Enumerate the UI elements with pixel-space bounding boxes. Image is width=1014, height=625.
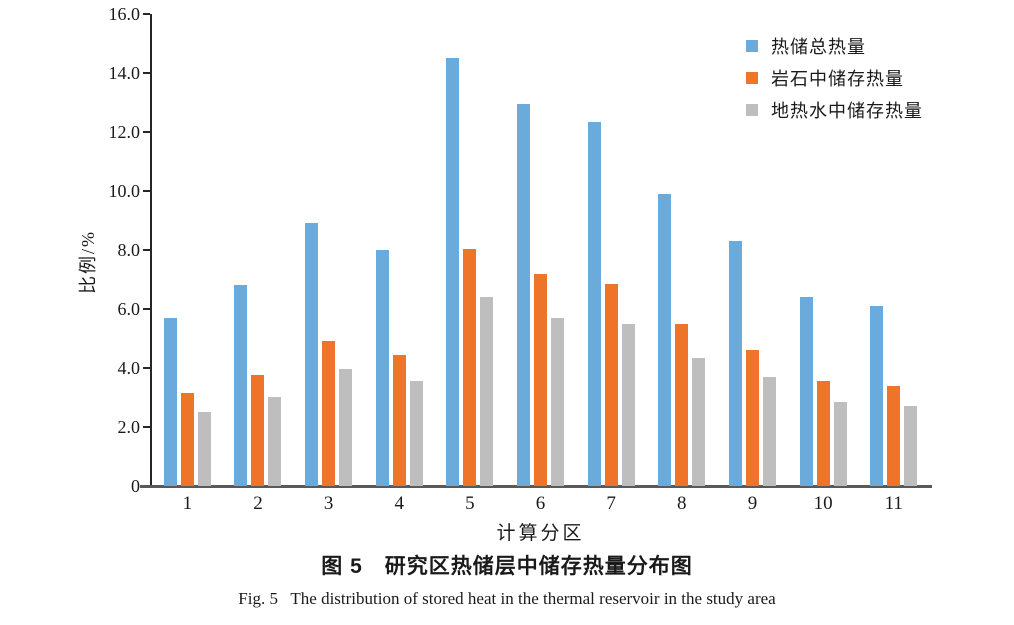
- bar-series-3-zone-5: [480, 297, 494, 486]
- bar-series-3-zone-8: [692, 358, 706, 486]
- y-tick-mark: [143, 308, 150, 310]
- y-tick-mark: [143, 249, 150, 251]
- bar-series-3-zone-2: [268, 397, 282, 486]
- bar-group-zone-3: [293, 223, 364, 486]
- bar-series-2-zone-8: [675, 324, 689, 486]
- bar-series-1-zone-9: [728, 241, 742, 486]
- bar-series-1-zone-10: [799, 297, 813, 486]
- figure-caption-chinese: 图 5 研究区热储层中储存热量分布图: [321, 555, 693, 578]
- bar-group-zone-5: [435, 58, 506, 486]
- bar-series-2-zone-10: [816, 381, 830, 486]
- bar-series-2-zone-6: [534, 274, 548, 486]
- x-tick-label-3: 3: [323, 493, 334, 514]
- bar-group-zone-4: [364, 250, 435, 486]
- bar-series-1-zone-2: [234, 285, 248, 486]
- bar-series-2-zone-2: [251, 375, 265, 486]
- bar-series-3-zone-10: [833, 402, 847, 486]
- bar-series-2-zone-1: [180, 393, 194, 486]
- x-tick-label-1: 1: [182, 493, 193, 514]
- bar-series-3-zone-11: [904, 406, 918, 486]
- bar-series-1-zone-3: [305, 223, 319, 486]
- bar-series-3-zone-9: [762, 377, 776, 486]
- y-tick-label-4.0: 4.0: [117, 358, 141, 378]
- legend-item-2: 岩石中储存热量: [746, 69, 923, 89]
- bar-series-1-zone-11: [870, 306, 884, 486]
- bar-series-1-zone-4: [375, 250, 389, 486]
- bar-groups: [152, 14, 929, 486]
- legend-label: 热储总热量: [771, 37, 866, 57]
- bar-series-3-zone-6: [551, 318, 565, 486]
- bar-series-1-zone-1: [163, 318, 177, 486]
- bar-group-zone-11: [858, 306, 929, 486]
- x-tick-label-11: 11: [884, 493, 903, 514]
- y-tick-mark: [143, 72, 150, 74]
- y-tick-label-10.0: 10.0: [108, 181, 141, 201]
- y-tick-label-2.0: 2.0: [117, 417, 141, 437]
- x-tick-label-8: 8: [677, 493, 687, 514]
- bar-series-2-zone-3: [322, 341, 336, 486]
- bar-series-2-zone-4: [392, 355, 406, 486]
- y-tick-mark: [143, 367, 150, 369]
- y-tick-label-0: 0: [131, 476, 140, 496]
- y-tick-mark: [143, 426, 150, 428]
- legend-label: 岩石中储存热量: [771, 69, 904, 89]
- x-tick-label-5: 5: [465, 493, 475, 514]
- x-tick-label-9: 9: [747, 493, 758, 514]
- x-tick-label-4: 4: [394, 493, 404, 514]
- legend-label: 地热水中储存热量: [771, 101, 923, 121]
- bar-series-1-zone-6: [517, 104, 531, 486]
- x-tick-label-10: 10: [813, 493, 833, 514]
- y-axis-line: [150, 14, 152, 486]
- bar-series-2-zone-5: [463, 249, 477, 486]
- x-axis-title: 计算分区: [496, 523, 585, 544]
- legend-item-3: 地热水中储存热量: [746, 101, 923, 121]
- y-tick-label-6.0: 6.0: [117, 299, 141, 319]
- x-axis-ticks: 1 2 3 4 5 6 7 8 9 10 11: [152, 493, 929, 515]
- legend-item-1: 热储总热量: [746, 37, 923, 57]
- x-axis-line: [140, 485, 932, 488]
- x-tick-label-6: 6: [535, 493, 546, 514]
- y-tick-label-12.0: 12.0: [108, 122, 141, 142]
- bar-series-2-zone-9: [745, 350, 759, 486]
- bar-group-zone-6: [505, 104, 576, 486]
- y-tick-mark: [143, 190, 150, 192]
- bar-series-1-zone-7: [587, 122, 601, 486]
- legend: 热储总热量岩石中储存热量 地热水中储存热量: [746, 37, 923, 135]
- bar-group-zone-9: [717, 241, 788, 486]
- bar-series-3-zone-4: [409, 381, 423, 486]
- y-tick-mark: [143, 131, 150, 133]
- bar-group-zone-2: [223, 285, 294, 486]
- x-tick-label-7: 7: [606, 493, 616, 514]
- bar-group-zone-7: [576, 122, 647, 486]
- legend-swatch-icon: [746, 104, 758, 116]
- y-tick-label-14.0: 14.0: [108, 63, 141, 83]
- y-tick-mark: [143, 13, 150, 15]
- plot-area: [152, 14, 929, 486]
- bar-series-3-zone-1: [197, 412, 211, 486]
- bar-series-3-zone-3: [339, 369, 353, 486]
- bar-series-1-zone-8: [658, 194, 672, 486]
- bar-series-3-zone-7: [621, 324, 635, 486]
- bar-series-2-zone-11: [887, 386, 901, 486]
- bar-group-zone-8: [646, 194, 717, 486]
- legend-swatch-icon: [746, 72, 758, 84]
- bar-group-zone-1: [152, 318, 223, 486]
- bar-series-2-zone-7: [604, 284, 618, 486]
- figure-caption-english: Fig. 5 The distribution of stored heat i…: [238, 589, 776, 608]
- bar-group-zone-10: [788, 297, 859, 486]
- bar-series-1-zone-5: [446, 58, 460, 486]
- legend-swatch-icon: [746, 40, 758, 52]
- x-tick-label-2: 2: [253, 493, 263, 514]
- y-tick-label-8.0: 8.0: [117, 240, 141, 260]
- y-tick-label-16.0: 16.0: [108, 4, 141, 24]
